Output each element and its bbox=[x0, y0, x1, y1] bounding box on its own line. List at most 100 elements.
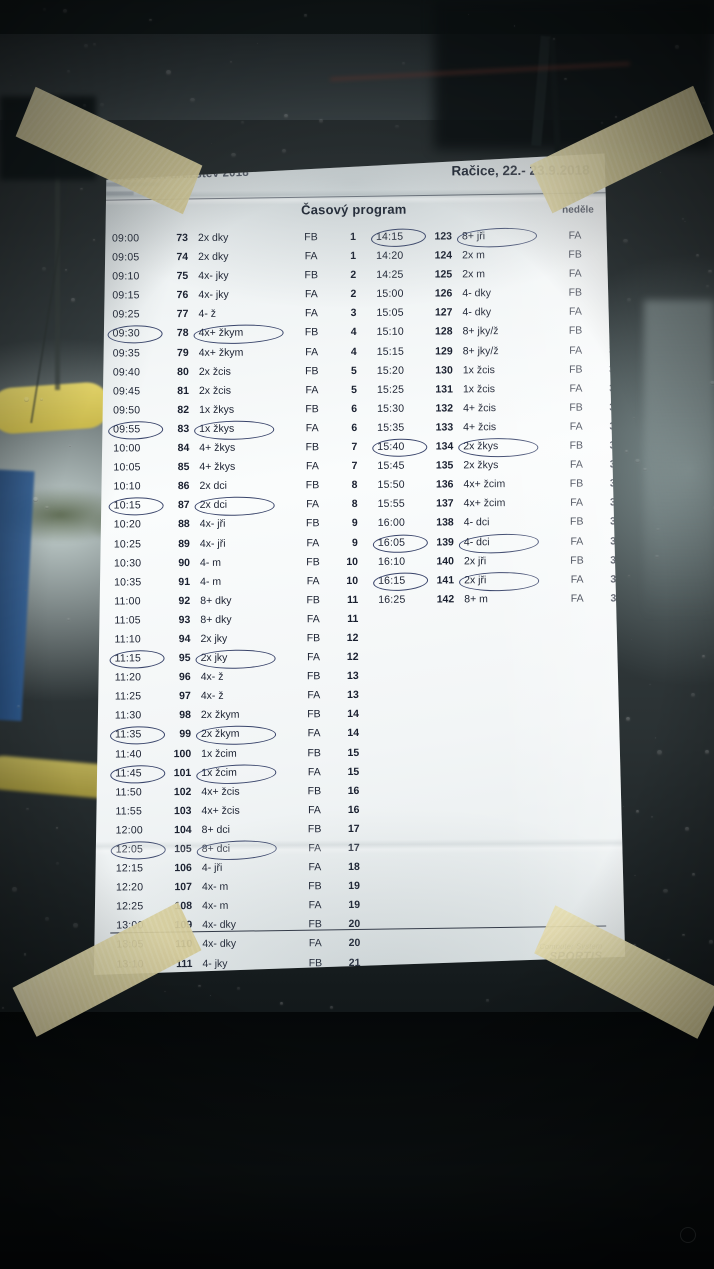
cell-round: FA bbox=[570, 573, 584, 586]
cell-race-number: 85 bbox=[177, 461, 190, 474]
cell-time: 16:05 bbox=[377, 536, 406, 549]
cell-event: 1x žcis bbox=[462, 363, 495, 377]
table-row[interactable]: 11:55 103 4x+ žcis FA 16 bbox=[105, 801, 367, 822]
cell-round: FB bbox=[308, 880, 322, 893]
cell-race-number: 101 bbox=[173, 766, 192, 779]
table-row[interactable]: 12:15 106 4- jři FA 18 bbox=[106, 858, 368, 879]
table-row[interactable]: 09:35 79 4x+ žkym FA 4 bbox=[103, 343, 365, 364]
table-row[interactable]: 09:00 73 2x dky FB 1 bbox=[102, 228, 364, 249]
table-row[interactable]: 11:30 98 2x žkym FB 14 bbox=[105, 705, 367, 726]
cell-race-number: 75 bbox=[176, 270, 189, 283]
cell-round: FA bbox=[570, 592, 584, 605]
cell-race-number: 78 bbox=[176, 327, 189, 340]
table-row[interactable]: 11:50 102 4x+ žcis FB 16 bbox=[105, 782, 367, 803]
table-row[interactable]: 11:05 93 8+ dky FA 11 bbox=[104, 610, 366, 631]
table-row[interactable]: 09:25 77 4- ž FA 3 bbox=[102, 304, 364, 325]
table-row[interactable]: 10:35 91 4- m FA 10 bbox=[104, 572, 366, 593]
table-row[interactable]: 10:15 87 2x dci FA 8 bbox=[104, 495, 366, 516]
cell-round: FA bbox=[570, 496, 584, 510]
cell-time: 15:45 bbox=[377, 459, 405, 472]
table-row[interactable]: 11:35 99 2x žkym FA 14 bbox=[105, 724, 367, 745]
table-row[interactable]: 12:25 108 4x- m FA 19 bbox=[106, 896, 368, 917]
cell-event: 4- dky bbox=[462, 287, 491, 300]
table-row[interactable]: 10:10 86 2x dci FB 8 bbox=[103, 476, 365, 497]
cell-round: FA bbox=[306, 574, 320, 587]
cell-event: 8+ jky/ž bbox=[462, 344, 499, 357]
cell-final-number: 17 bbox=[347, 822, 360, 835]
corner-marker-icon bbox=[680, 1227, 696, 1243]
timetable-sheet[interactable]: ...stvi ČR družstev 2018 Račice, 22.- 23… bbox=[83, 148, 628, 981]
table-row[interactable]: 10:30 90 4- m FB 10 bbox=[104, 553, 366, 574]
table-row[interactable]: 09:30 78 4x+ žkym FB 4 bbox=[103, 323, 365, 344]
table-row[interactable]: 09:55 83 1x žkys FA 6 bbox=[103, 419, 365, 440]
table-row[interactable]: 11:15 95 2x jky FA 12 bbox=[105, 648, 367, 669]
cell-final-number: 8 bbox=[351, 498, 358, 511]
cell-event: 8+ jky/ž bbox=[462, 325, 499, 338]
table-row[interactable]: 12:20 107 4x- m FB 19 bbox=[106, 877, 368, 898]
cell-event: 4+ žcis bbox=[463, 421, 497, 434]
table-row[interactable]: 09:45 81 2x žcis FA 5 bbox=[103, 381, 365, 402]
table-row[interactable]: 09:05 74 2x dky FA 1 bbox=[102, 247, 364, 268]
table-row[interactable]: 12:00 104 8+ dci FB 17 bbox=[106, 820, 368, 841]
table-row[interactable]: 09:40 80 2x žcis FB 5 bbox=[103, 362, 365, 383]
table-row[interactable]: 11:25 97 4x- ž FA 13 bbox=[105, 686, 367, 707]
cell-time: 09:00 bbox=[111, 232, 140, 245]
cell-race-number: 83 bbox=[177, 422, 190, 436]
cell-round: FA bbox=[305, 307, 318, 320]
table-row[interactable]: 09:50 82 1x žkys FB 6 bbox=[103, 400, 365, 421]
cell-event: 4x- ž bbox=[200, 690, 224, 703]
table-row[interactable]: 09:10 75 4x- jky FB 2 bbox=[102, 266, 364, 287]
cell-race-number: 133 bbox=[435, 421, 454, 434]
cell-race-number: 97 bbox=[179, 690, 191, 703]
cell-event: 4x- ž bbox=[200, 670, 224, 684]
cell-time: 15:20 bbox=[376, 364, 405, 377]
table-row[interactable]: 11:40 100 1x žcim FB 15 bbox=[105, 743, 367, 764]
table-row[interactable]: 11:45 101 1x žcim FA 15 bbox=[105, 763, 367, 784]
cell-round: FB bbox=[307, 823, 322, 836]
table-row[interactable]: 11:20 96 4x- ž FB 13 bbox=[105, 667, 367, 688]
table-row[interactable]: 09:15 76 4x- jky FA 2 bbox=[102, 285, 364, 306]
cell-race-number: 98 bbox=[179, 709, 191, 722]
cell-final-number: 1 bbox=[350, 230, 357, 244]
table-row[interactable]: 11:10 94 2x jky FB 12 bbox=[104, 629, 366, 650]
cell-round: FA bbox=[570, 535, 584, 548]
cell-event: 8+ dci bbox=[201, 842, 231, 855]
cell-final-number: 7 bbox=[351, 441, 358, 454]
table-row[interactable]: 11:00 92 8+ dky FB 11 bbox=[104, 591, 366, 612]
cell-round: FB bbox=[568, 248, 582, 261]
cell-event: 4x+ žkym bbox=[198, 327, 244, 340]
table-row[interactable]: 12:05 105 8+ dci FA 17 bbox=[106, 839, 368, 860]
cell-event: 2x žcis bbox=[198, 384, 232, 397]
table-row[interactable]: 10:20 88 4x- jři FB 9 bbox=[104, 514, 366, 535]
table-row[interactable]: 10:05 85 4+ žkys FA 7 bbox=[103, 457, 365, 478]
cell-event: 2x dky bbox=[197, 231, 229, 244]
cell-final-number: 11 bbox=[347, 593, 359, 606]
cell-time: 10:35 bbox=[114, 575, 142, 589]
cell-round: FB bbox=[569, 516, 584, 529]
cell-time: 10:10 bbox=[113, 480, 141, 493]
table-row[interactable]: 10:00 84 4+ žkys FB 7 bbox=[103, 438, 365, 459]
cell-event: 1x žcim bbox=[201, 766, 237, 779]
table-row[interactable]: 10:25 89 4x- jři FA 9 bbox=[104, 533, 366, 554]
cell-round: FA bbox=[308, 804, 321, 817]
